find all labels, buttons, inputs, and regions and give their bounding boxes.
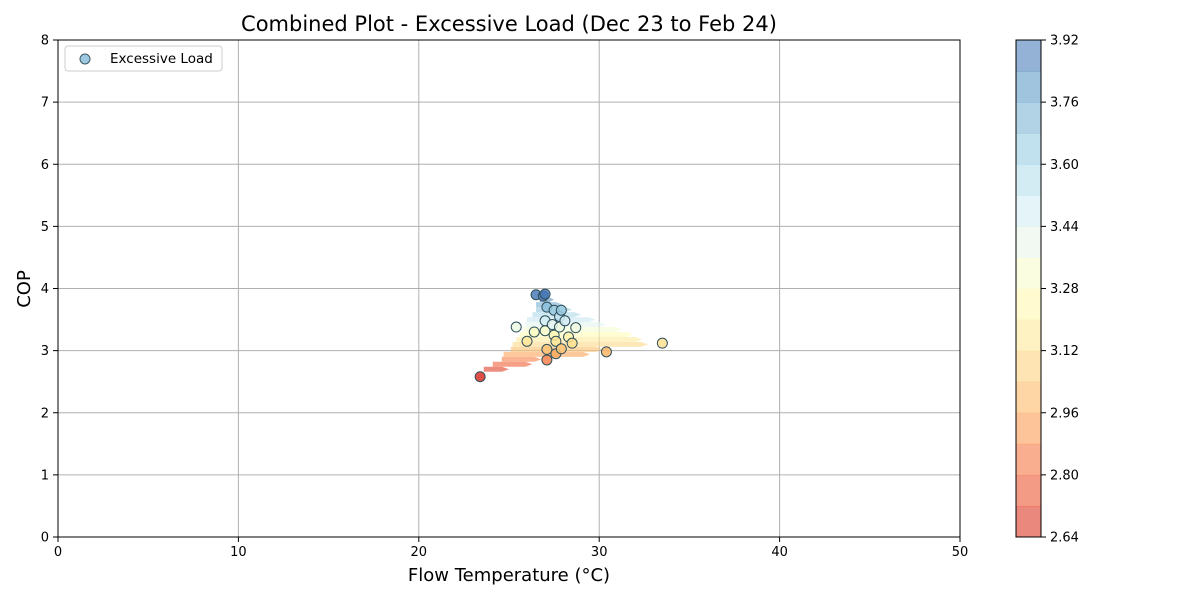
legend-frame [64, 45, 223, 72]
x-tick-label: 10 [230, 545, 247, 560]
colorbar-segment [1016, 505, 1041, 538]
colorbar-segment [1016, 102, 1041, 134]
x-axis-title: Flow Temperature (°C) [408, 565, 610, 586]
colorbar-ticks: 2.64 2.80 2.96 3.12 3.28 3.44 3.60 3.76 3.92 [1041, 34, 1079, 546]
y-tick-label: 2 [41, 406, 49, 421]
y-tick-label: 6 [41, 158, 49, 173]
legend: Excessive Load [64, 45, 223, 72]
contour-band [501, 356, 542, 362]
colorbar-segments [1016, 40, 1041, 538]
colorbar-segment [1016, 164, 1041, 196]
scatter-point [555, 343, 567, 355]
colorbar-segment [1016, 133, 1041, 165]
x-tick-label: 40 [771, 545, 788, 560]
scatter-points [474, 288, 668, 383]
y-tick-label: 7 [41, 96, 49, 111]
y-tick-label: 1 [41, 468, 49, 483]
colorbar-segment [1016, 288, 1041, 321]
colorbar-segment [1016, 350, 1041, 383]
colorbar-segment [1016, 257, 1041, 289]
contour-band [483, 366, 509, 372]
plot-area [57, 39, 961, 538]
colorbar-segment [1016, 474, 1041, 507]
x-tick-label: 0 [54, 545, 62, 560]
colorbar-tick-label: 3.44 [1050, 220, 1079, 235]
scatter-point [559, 315, 571, 327]
y-tick-label: 3 [41, 344, 49, 359]
colorbar-tick-label: 3.12 [1050, 344, 1079, 359]
scatter-point [528, 326, 540, 338]
colorbar-segment [1016, 412, 1041, 445]
colorbar-tick-label: 2.64 [1050, 531, 1079, 546]
x-axis-ticks: 0 10 20 30 40 50 [54, 537, 968, 560]
scatter-point [570, 322, 582, 334]
scatter-point [566, 337, 578, 349]
colorbar-segment [1016, 381, 1041, 414]
colorbar-segment [1016, 40, 1041, 72]
colorbar-tick-label: 3.76 [1050, 96, 1079, 111]
colorbar-segment [1016, 319, 1041, 352]
colorbar-tick-label: 3.28 [1050, 282, 1079, 297]
colorbar-tick-label: 2.96 [1050, 406, 1079, 421]
scatter-point [474, 371, 486, 383]
scatter-point [510, 321, 522, 333]
scatter-point [539, 288, 551, 300]
legend-marker [79, 53, 91, 65]
colorbar-tick-label: 3.60 [1050, 158, 1079, 173]
scatter-point [600, 346, 612, 358]
scatter-point [656, 337, 668, 349]
scatter-point [555, 304, 567, 316]
legend-label: Excessive Load [110, 51, 213, 67]
chart-title: Combined Plot - Excessive Load (Dec 23 t… [241, 12, 777, 36]
y-tick-label: 0 [41, 531, 49, 546]
colorbar-segment [1016, 443, 1041, 476]
scatter-point [541, 354, 553, 366]
x-tick-label: 20 [411, 545, 428, 560]
y-tick-label: 4 [41, 282, 49, 297]
colorbar-segment [1016, 195, 1041, 227]
y-tick-label: 8 [41, 34, 49, 49]
colorbar-tick-label: 2.80 [1050, 468, 1079, 483]
y-axis-title: COP [14, 270, 35, 308]
contour-band [512, 341, 648, 347]
scatter-point [541, 343, 553, 355]
scatter-point [521, 335, 533, 347]
scatter-point [550, 335, 562, 347]
colorbar-segment [1016, 226, 1041, 258]
contour-band [492, 361, 533, 367]
x-tick-label: 30 [591, 545, 608, 560]
colorbar-tick-label: 3.92 [1050, 34, 1079, 49]
scatter-point [539, 325, 551, 337]
contour-band [516, 336, 643, 342]
x-tick-label: 50 [952, 545, 969, 560]
y-axis-ticks: 0 1 2 3 4 5 6 7 8 [41, 34, 58, 546]
y-tick-label: 5 [41, 220, 49, 235]
colorbar: 2.64 2.80 2.96 3.12 3.28 3.44 3.60 3.76 3.92 [1015, 34, 1079, 546]
colorbar-segment [1016, 71, 1041, 103]
